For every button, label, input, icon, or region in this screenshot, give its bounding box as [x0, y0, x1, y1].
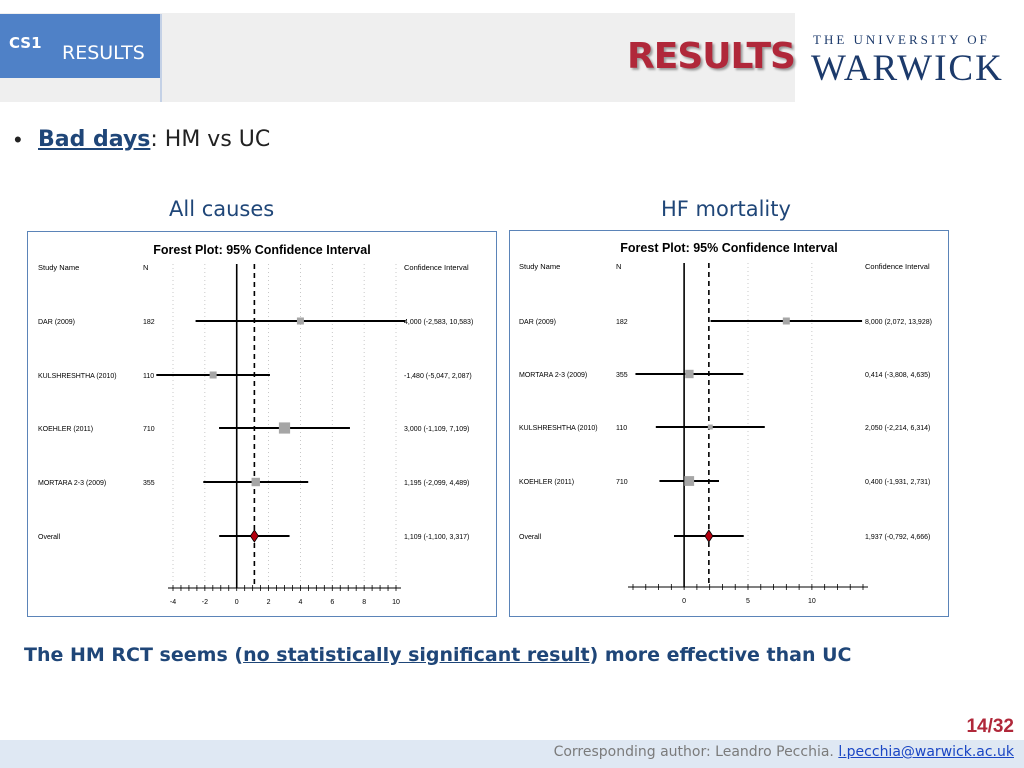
x-tick-label: 2 — [267, 599, 271, 606]
study-name: KOEHLER (2011) — [38, 426, 93, 433]
study-ci-label: 3,000 (-1,109, 7,109) — [404, 426, 469, 433]
section-tab[interactable] — [0, 14, 160, 78]
study-name: KULSHRESHTHA (2010) — [519, 425, 598, 432]
forest-plot-all-causes-svg: Forest Plot: 95% Confidence Interval Stud… — [38, 243, 473, 606]
study-name: KULSHRESHTHA (2010) — [38, 373, 117, 380]
x-tick-label: 8 — [362, 599, 366, 606]
study-n: 710 — [616, 479, 628, 486]
right-panel-title: HF mortality — [661, 197, 791, 221]
conclusion-text: The HM RCT seems (no statistically signi… — [24, 644, 852, 666]
study-point-estimate — [296, 317, 304, 325]
column-header-n: N — [143, 263, 148, 272]
study-point-estimate — [684, 476, 695, 486]
study-name: MORTARA 2-3 (2009) — [519, 372, 587, 379]
study-ci-label: 4,000 (-2,583, 10,583) — [404, 319, 473, 326]
conclusion-after: ) more effective than UC — [589, 644, 852, 666]
logo-main-text: WARWICK — [811, 48, 1004, 89]
slide-title: RESULTS — [627, 36, 796, 77]
conclusion-underlined: no statistically significant result — [243, 644, 590, 666]
study-ci-label: 0,400 (-1,931, 2,731) — [865, 479, 930, 486]
study-n: 355 — [616, 372, 628, 379]
column-header-ci: Confidence Interval — [865, 262, 930, 271]
study-n: 710 — [143, 426, 155, 433]
conclusion-before: The HM RCT seems ( — [24, 644, 244, 666]
study-ci-label: 2,050 (-2,214, 6,314) — [865, 425, 930, 432]
study-n: 182 — [616, 319, 628, 326]
study-ci-label: 0,414 (-3,808, 4,635) — [865, 372, 930, 379]
study-name: MORTARA 2-3 (2009) — [38, 480, 106, 487]
overall-diamond — [704, 529, 714, 543]
study-point-estimate — [251, 477, 260, 487]
study-point-estimate — [782, 317, 790, 325]
forest-plot-title: Forest Plot: 95% Confidence Interval — [153, 243, 370, 257]
study-ci-label: -1,480 (-5,047, 2,087) — [404, 373, 472, 380]
bullet-rest: : HM vs UC — [150, 127, 271, 152]
author-email-link[interactable]: l.pecchia@warwick.ac.uk — [838, 744, 1014, 760]
footer-bar — [0, 740, 1024, 768]
forest-plot-hf-mortality: Forest Plot: 95% Confidence Interval Stud… — [509, 230, 949, 617]
column-header-n: N — [616, 262, 621, 271]
x-tick-label: 6 — [330, 599, 334, 606]
forest-plot-title: Forest Plot: 95% Confidence Interval — [620, 241, 837, 255]
x-tick-label: 10 — [392, 599, 400, 606]
overall-diamond — [249, 529, 259, 543]
bullet-icon: • — [14, 127, 22, 152]
x-tick-label: 10 — [808, 598, 816, 605]
x-tick-label: 0 — [235, 599, 239, 606]
study-point-estimate — [209, 371, 217, 379]
footer-label: Corresponding author: Leandro Pecchia. — [553, 744, 839, 760]
x-tick-label: -4 — [170, 599, 176, 606]
overall-ci-label: 1,109 (-1,100, 3,317) — [404, 534, 469, 541]
logo-top-text: THE UNIVERSITY OF — [813, 32, 990, 47]
left-panel-title: All causes — [169, 197, 275, 221]
study-name: KOEHLER (2011) — [519, 479, 574, 486]
forest-plot-hf-mortality-svg: Forest Plot: 95% Confidence Interval Stud… — [519, 241, 932, 605]
university-logo: THE UNIVERSITY OF WARWICK — [808, 30, 1008, 95]
study-n: 182 — [143, 319, 155, 326]
study-point-estimate — [685, 369, 694, 379]
overall-label: Overall — [519, 534, 542, 541]
column-header-study: Study Name — [38, 263, 79, 272]
x-tick-label: 0 — [682, 598, 686, 605]
study-ci-label: 1,195 (-2,099, 4,489) — [404, 480, 469, 487]
study-n: 110 — [616, 425, 627, 432]
study-name: DAR (2009) — [38, 319, 75, 326]
forest-plot-all-causes: Forest Plot: 95% Confidence Interval Stud… — [27, 231, 497, 617]
overall-ci-label: 1,937 (-0,792, 4,666) — [865, 534, 930, 541]
study-point-estimate — [707, 424, 713, 430]
bullet-term: Bad days — [38, 127, 151, 152]
study-point-estimate — [278, 422, 291, 434]
footer-credit: Corresponding author: Leandro Pecchia. l… — [554, 744, 1014, 760]
x-tick-label: -2 — [202, 599, 208, 606]
column-header-study: Study Name — [519, 262, 560, 271]
study-n: 355 — [143, 480, 155, 487]
x-tick-label: 5 — [746, 598, 750, 605]
bullet-text: Bad days: HM vs UC — [38, 127, 270, 152]
section-code: CS1 — [9, 34, 42, 52]
column-header-ci: Confidence Interval — [404, 263, 469, 272]
x-tick-label: 4 — [298, 599, 302, 606]
page-number: 14/32 — [966, 716, 1014, 737]
study-name: DAR (2009) — [519, 319, 556, 326]
overall-label: Overall — [38, 534, 61, 541]
tab-divider — [160, 14, 162, 102]
section-tab-label: RESULTS — [62, 42, 145, 64]
study-n: 110 — [143, 373, 154, 380]
study-ci-label: 8,000 (2,072, 13,928) — [865, 319, 932, 326]
